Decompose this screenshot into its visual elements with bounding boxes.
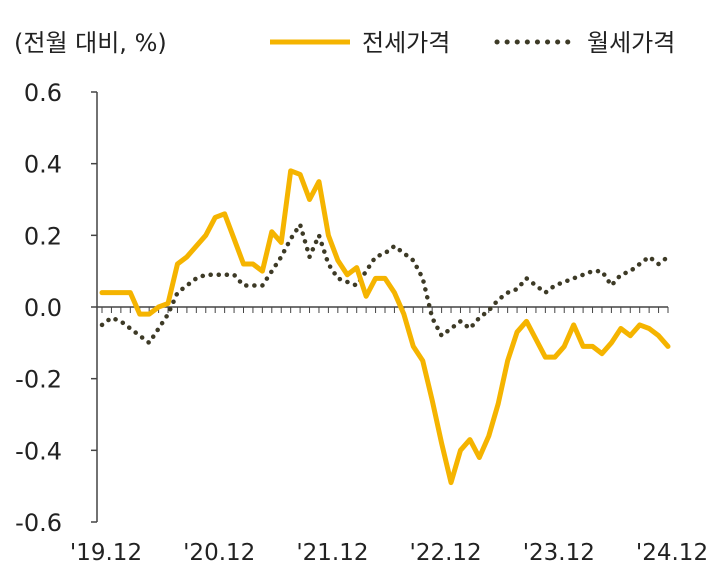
y-tick-label: 0.0: [24, 294, 62, 322]
y-tick-label: -0.2: [15, 366, 62, 394]
x-tick-label: '23.12: [523, 540, 595, 566]
series-lines: [99, 168, 671, 486]
series-line-jeonse: [99, 168, 671, 486]
y-tick-label: 0.6: [24, 79, 62, 107]
y-tick-label: 0.4: [24, 151, 62, 179]
series-line-wolse: [99, 222, 671, 346]
x-axis-labels: '19.12 '20.12 '21.12 '22.12 '23.12 '24.12: [70, 540, 708, 566]
unit-label: (전월 대비, %): [14, 29, 167, 57]
y-axis-labels: 0.6 0.4 0.2 0.0 -0.2 -0.4 -0.6: [15, 79, 62, 537]
x-tick-label: '21.12: [296, 540, 368, 566]
y-tick-label: 0.2: [24, 222, 62, 250]
x-tick-label: '22.12: [410, 540, 482, 566]
axes: [91, 91, 669, 523]
legend-label-jeonse: 전세가격: [362, 29, 450, 57]
x-tick-label: '19.12: [70, 540, 142, 566]
x-tick-label: '24.12: [636, 540, 708, 566]
legend-label-wolse: 월세가격: [587, 29, 675, 57]
y-tick-label: -0.4: [15, 437, 62, 465]
y-tick-label: -0.6: [15, 509, 62, 537]
x-tick-label: '20.12: [183, 540, 255, 566]
